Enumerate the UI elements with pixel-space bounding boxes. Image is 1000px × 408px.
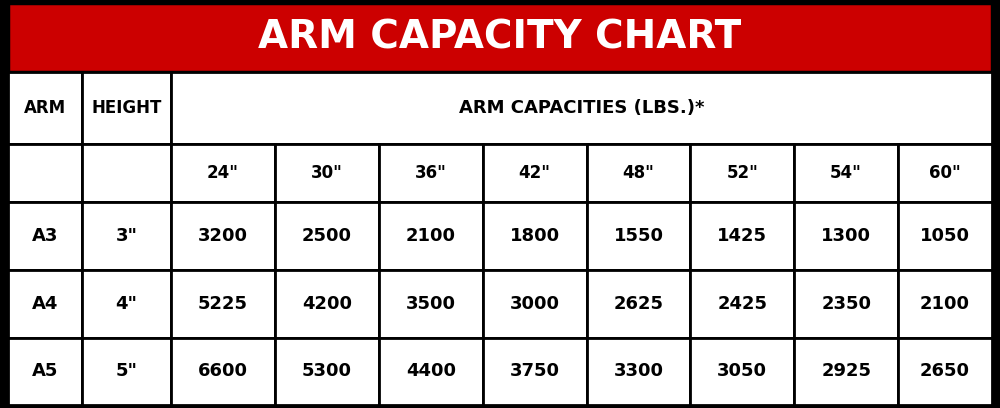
- Bar: [690, 270, 794, 338]
- Text: ARM: ARM: [24, 99, 66, 117]
- Text: 5300: 5300: [302, 362, 352, 381]
- Text: 48": 48": [623, 164, 654, 182]
- Bar: [587, 202, 690, 270]
- Bar: [483, 144, 587, 202]
- Text: 2425: 2425: [717, 295, 767, 313]
- Text: 4400: 4400: [406, 362, 456, 381]
- Bar: [82, 338, 171, 405]
- Text: 3200: 3200: [198, 227, 248, 245]
- Bar: [587, 338, 690, 405]
- Text: ARM CAPACITY CHART: ARM CAPACITY CHART: [258, 19, 742, 57]
- Bar: [171, 72, 992, 144]
- Text: 2625: 2625: [613, 295, 663, 313]
- Text: A5: A5: [32, 362, 58, 381]
- Text: 1300: 1300: [821, 227, 871, 245]
- Bar: [171, 270, 275, 338]
- Bar: [171, 202, 275, 270]
- Bar: [82, 144, 171, 202]
- Bar: [587, 270, 690, 338]
- Text: 3000: 3000: [510, 295, 560, 313]
- Bar: [8, 72, 82, 144]
- Text: 2925: 2925: [821, 362, 871, 381]
- Bar: [483, 338, 587, 405]
- Text: 42": 42": [519, 164, 551, 182]
- Text: 5": 5": [116, 362, 138, 381]
- Text: 4200: 4200: [302, 295, 352, 313]
- Text: 6600: 6600: [198, 362, 248, 381]
- Text: 1800: 1800: [510, 227, 560, 245]
- Bar: [275, 202, 379, 270]
- Text: 54": 54": [830, 164, 862, 182]
- Text: 3500: 3500: [406, 295, 456, 313]
- Text: 2100: 2100: [920, 295, 970, 313]
- Text: A4: A4: [32, 295, 58, 313]
- Text: 2500: 2500: [302, 227, 352, 245]
- Text: 3": 3": [116, 227, 138, 245]
- Bar: [794, 144, 898, 202]
- Text: 3300: 3300: [613, 362, 663, 381]
- Bar: [483, 270, 587, 338]
- Bar: [794, 202, 898, 270]
- Bar: [690, 202, 794, 270]
- Bar: [379, 144, 483, 202]
- Text: ARM CAPACITIES (LBS.)*: ARM CAPACITIES (LBS.)*: [459, 99, 704, 117]
- Bar: [379, 202, 483, 270]
- Bar: [171, 144, 275, 202]
- Bar: [379, 338, 483, 405]
- Text: 36": 36": [415, 164, 447, 182]
- Text: A3: A3: [32, 227, 58, 245]
- Bar: [8, 270, 82, 338]
- Bar: [898, 202, 992, 270]
- Bar: [898, 144, 992, 202]
- Bar: [275, 270, 379, 338]
- Text: 24": 24": [207, 164, 239, 182]
- Bar: [794, 338, 898, 405]
- Text: 4": 4": [116, 295, 138, 313]
- Text: 60": 60": [929, 164, 961, 182]
- Text: 2650: 2650: [920, 362, 970, 381]
- Bar: [82, 202, 171, 270]
- Text: HEIGHT: HEIGHT: [91, 99, 162, 117]
- Text: 52": 52": [726, 164, 758, 182]
- Text: 3750: 3750: [510, 362, 560, 381]
- Bar: [8, 3, 992, 72]
- Bar: [275, 338, 379, 405]
- Bar: [898, 338, 992, 405]
- Bar: [8, 144, 82, 202]
- Bar: [794, 270, 898, 338]
- Text: 5225: 5225: [198, 295, 248, 313]
- Bar: [379, 270, 483, 338]
- Bar: [82, 270, 171, 338]
- Bar: [8, 202, 82, 270]
- Text: 1050: 1050: [920, 227, 970, 245]
- Bar: [690, 338, 794, 405]
- Text: 3050: 3050: [717, 362, 767, 381]
- Bar: [483, 202, 587, 270]
- Text: 2350: 2350: [821, 295, 871, 313]
- Text: 1550: 1550: [613, 227, 663, 245]
- Bar: [587, 144, 690, 202]
- Text: 1425: 1425: [717, 227, 767, 245]
- Bar: [171, 338, 275, 405]
- Bar: [8, 338, 82, 405]
- Bar: [898, 270, 992, 338]
- Bar: [275, 144, 379, 202]
- Text: 2100: 2100: [406, 227, 456, 245]
- Bar: [690, 144, 794, 202]
- Text: 30": 30": [311, 164, 343, 182]
- Bar: [82, 72, 171, 144]
